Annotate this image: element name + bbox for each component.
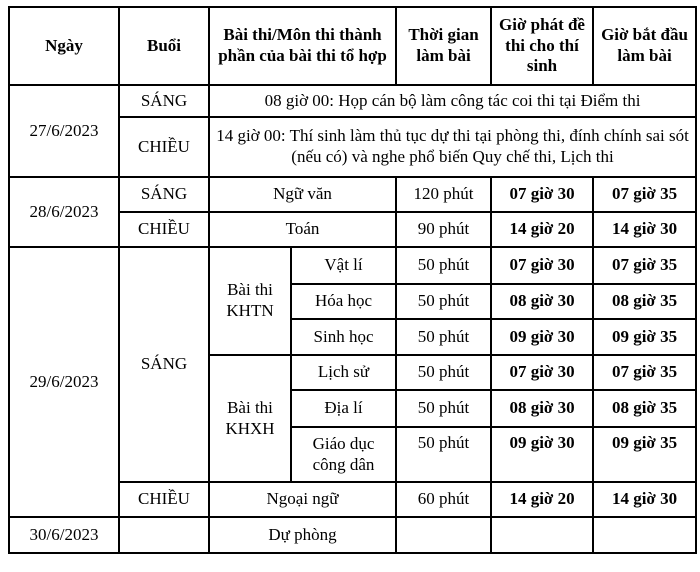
session-cell: CHIỀU: [118, 481, 210, 518]
table-row: CHIỀU Toán 90 phút 14 giờ 20 14 giờ 30: [9, 211, 698, 248]
start-time-cell: 09 giờ 35: [592, 318, 698, 356]
exam-group-khxh: Bài thi KHXH: [208, 354, 292, 483]
exam-group-khtn: Bài thi KHTN: [208, 246, 292, 356]
start-time-cell: [592, 516, 698, 554]
col-header-session: Buổi: [118, 6, 210, 86]
handout-time-cell: 07 giờ 30: [490, 176, 595, 213]
col-header-duration: Thời gian làm bài: [395, 6, 493, 86]
subject-cell: Lịch sử: [289, 354, 398, 391]
date-cell: 27/6/2023: [8, 84, 120, 178]
table-row: 29/6/2023 SÁNG Bài thi KHTN Vật lí 50 ph…: [8, 246, 698, 518]
subject-cell: Vật lí: [289, 246, 398, 285]
handout-time-cell: 14 giờ 20: [490, 211, 595, 248]
subject-cell: Ngữ văn: [207, 176, 398, 213]
table-row: CHIỀU 14 giờ 00: Thí sinh làm thủ tục dự…: [9, 116, 698, 178]
handout-time-cell: 09 giờ 30: [490, 426, 595, 483]
start-time-cell: 07 giờ 35: [592, 354, 698, 391]
table-row: 28/6/2023 SÁNG Ngữ văn 120 phút 07 giờ 3…: [8, 176, 698, 248]
subject-cell: Toán: [207, 211, 398, 248]
duration-cell: 120 phút: [395, 176, 493, 213]
handout-time-cell: 09 giờ 30: [490, 318, 595, 356]
date-cell: 30/6/2023: [8, 516, 120, 554]
header-row: Ngày Buổi Bài thi/Môn thi thành phần của…: [8, 6, 698, 86]
start-time-cell: 08 giờ 35: [592, 389, 698, 428]
session-cell: CHIỀU: [118, 116, 210, 178]
table-row: CHIỀU Ngoại ngữ 60 phút 14 giờ 20 14 giờ…: [9, 481, 698, 518]
start-time-cell: 07 giờ 35: [592, 176, 698, 213]
table-row: 27/6/2023 SÁNG 08 giờ 00: Họp cán bộ làm…: [8, 84, 698, 178]
handout-time-cell: [490, 516, 595, 554]
subject-cell: Hóa học: [289, 283, 398, 320]
subject-cell: Dự phòng: [207, 516, 398, 554]
col-header-start-time: Giờ bắt đầu làm bài: [592, 6, 698, 86]
duration-cell: [395, 516, 493, 554]
date-cell: 28/6/2023: [8, 176, 120, 248]
table-row: Giáo dục công dân 50 phút 09 giờ 30 09 g…: [9, 426, 698, 483]
duration-cell: 60 phút: [395, 481, 493, 518]
duration-cell: 50 phút: [395, 246, 493, 285]
handout-time-cell: 07 giờ 30: [490, 354, 595, 391]
handout-time-cell: 07 giờ 30: [490, 246, 595, 285]
activity-note: 08 giờ 00: Họp cán bộ làm công tác coi t…: [207, 84, 698, 118]
col-header-date: Ngày: [8, 6, 120, 86]
col-header-handout-time: Giờ phát đề thi cho thí sinh: [490, 6, 595, 86]
table-row: Địa lí 50 phút 08 giờ 30 08 giờ 35: [9, 389, 698, 428]
subject-cell: Giáo dục công dân: [289, 426, 398, 483]
col-header-exam: Bài thi/Môn thi thành phần của bài thi t…: [207, 6, 398, 86]
subject-cell: Ngoại ngữ: [207, 481, 398, 518]
date-cell: 29/6/2023: [8, 246, 120, 518]
duration-cell: 90 phút: [395, 211, 493, 248]
activity-note: 14 giờ 00: Thí sinh làm thủ tục dự thi t…: [207, 116, 698, 178]
start-time-cell: 07 giờ 35: [592, 246, 698, 285]
subject-cell: Sinh học: [289, 318, 398, 356]
handout-time-cell: 14 giờ 20: [490, 481, 595, 518]
duration-cell: 50 phút: [395, 318, 493, 356]
session-cell: [118, 516, 210, 554]
session-cell: SÁNG: [118, 246, 210, 483]
duration-cell: 50 phút: [395, 426, 493, 483]
table-row: Bài thi KHXH Lịch sử 50 phút 07 giờ 30 0…: [9, 354, 698, 483]
table-row: Hóa học 50 phút 08 giờ 30 08 giờ 35: [9, 283, 698, 320]
duration-cell: 50 phút: [395, 283, 493, 320]
exam-schedule-table: Ngày Buổi Bài thi/Môn thi thành phần của…: [8, 6, 698, 554]
session-cell: CHIỀU: [118, 211, 210, 248]
start-time-cell: 08 giờ 35: [592, 283, 698, 320]
table-row: 30/6/2023 Dự phòng: [8, 516, 698, 554]
duration-cell: 50 phút: [395, 389, 493, 428]
handout-time-cell: 08 giờ 30: [490, 283, 595, 320]
handout-time-cell: 08 giờ 30: [490, 389, 595, 428]
duration-cell: 50 phút: [395, 354, 493, 391]
session-cell: SÁNG: [118, 176, 210, 213]
table-row: Sinh học 50 phút 09 giờ 30 09 giờ 35: [9, 318, 698, 356]
start-time-cell: 09 giờ 35: [592, 426, 698, 483]
subject-cell: Địa lí: [289, 389, 398, 428]
session-cell: SÁNG: [118, 84, 210, 118]
start-time-cell: 14 giờ 30: [592, 211, 698, 248]
start-time-cell: 14 giờ 30: [592, 481, 698, 518]
